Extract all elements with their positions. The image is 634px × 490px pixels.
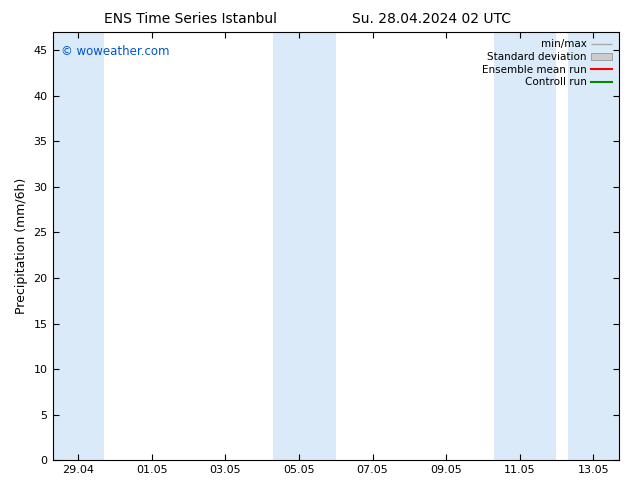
Text: Su. 28.04.2024 02 UTC: Su. 28.04.2024 02 UTC (352, 12, 510, 26)
Bar (53, 32, 104, 460)
Bar (567, 32, 619, 460)
Bar (273, 32, 336, 460)
Legend: min/max, Standard deviation, Ensemble mean run, Controll run: min/max, Standard deviation, Ensemble me… (480, 37, 614, 89)
Y-axis label: Precipitation (mm/6h): Precipitation (mm/6h) (15, 178, 28, 314)
Text: © woweather.com: © woweather.com (61, 45, 169, 58)
Bar (494, 32, 557, 460)
Text: ENS Time Series Istanbul: ENS Time Series Istanbul (104, 12, 276, 26)
